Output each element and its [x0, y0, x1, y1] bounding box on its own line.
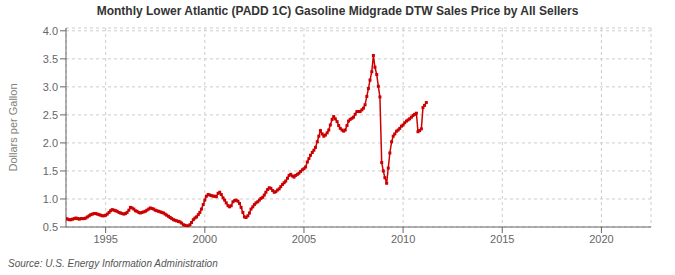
svg-text:2.0: 2.0: [43, 137, 58, 149]
svg-text:3.0: 3.0: [43, 81, 58, 93]
svg-text:2020: 2020: [589, 233, 613, 245]
svg-text:2010: 2010: [391, 233, 415, 245]
svg-text:2015: 2015: [490, 233, 514, 245]
svg-text:0.5: 0.5: [43, 221, 58, 233]
svg-text:1995: 1995: [93, 233, 117, 245]
svg-text:3.5: 3.5: [43, 53, 58, 65]
html-text:Monthly Lower Atlantic (PADD 1: Monthly Lower Atlantic (PADD 1C) Gasolin…: [96, 4, 579, 18]
svg-text:2.5: 2.5: [43, 109, 58, 121]
svg-text:2000: 2000: [193, 233, 217, 245]
html-text:Source: U.S. Energy Informatio: Source: U.S. Energy Information Administ…: [8, 258, 218, 269]
svg-text:2005: 2005: [292, 233, 316, 245]
svg-text:Dollars per Gallon: Dollars per Gallon: [8, 83, 19, 171]
svg-text:1.5: 1.5: [43, 165, 58, 177]
svg-text:4.0: 4.0: [43, 25, 58, 37]
svg-text:1.0: 1.0: [43, 193, 58, 205]
